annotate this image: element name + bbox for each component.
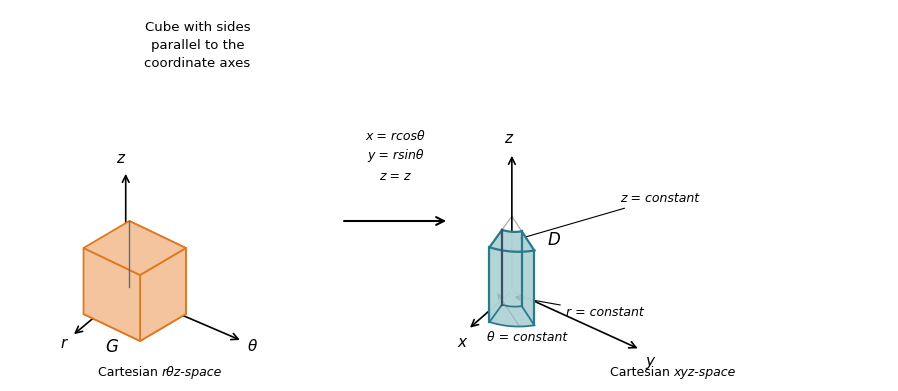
Text: x = rcosθ: x = rcosθ (365, 129, 425, 142)
Polygon shape (502, 230, 522, 307)
Polygon shape (489, 230, 534, 252)
Text: $y$: $y$ (645, 355, 656, 371)
Text: r = constant: r = constant (515, 296, 644, 319)
Polygon shape (489, 305, 534, 326)
Text: Cartesian: Cartesian (610, 366, 674, 379)
Polygon shape (84, 221, 186, 275)
Text: z = constant: z = constant (520, 192, 699, 240)
Text: G: G (105, 337, 119, 355)
Polygon shape (140, 248, 186, 341)
Text: $\theta$: $\theta$ (247, 338, 258, 354)
Polygon shape (129, 221, 186, 314)
Polygon shape (522, 231, 534, 325)
Text: θ = constant: θ = constant (487, 294, 567, 344)
Text: $z$: $z$ (504, 131, 515, 146)
Polygon shape (489, 247, 534, 326)
Text: Cartesian: Cartesian (98, 366, 162, 379)
Text: y = rsinθ: y = rsinθ (367, 149, 423, 163)
Text: $z$: $z$ (116, 151, 127, 166)
Polygon shape (84, 248, 140, 341)
Text: xyz-space: xyz-space (674, 366, 735, 379)
Text: $x$: $x$ (457, 335, 469, 350)
Text: Cube with sides
parallel to the
coordinate axes: Cube with sides parallel to the coordina… (145, 21, 251, 70)
Text: rθz-space: rθz-space (162, 366, 222, 379)
Text: $r$: $r$ (60, 335, 69, 350)
Text: z = z: z = z (379, 170, 411, 183)
Polygon shape (489, 230, 502, 322)
Polygon shape (84, 287, 186, 341)
Text: D: D (548, 231, 560, 249)
